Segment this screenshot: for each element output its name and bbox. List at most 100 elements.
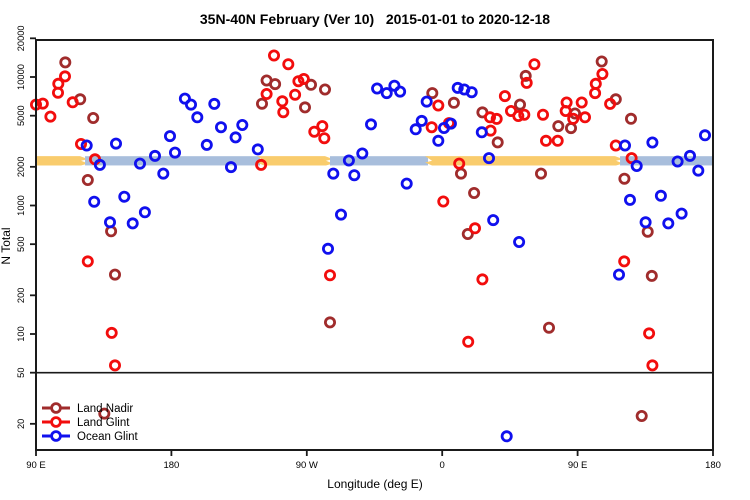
data-point xyxy=(437,195,450,208)
data-point xyxy=(595,55,608,68)
data-point xyxy=(380,87,393,100)
data-point xyxy=(251,143,264,156)
data-point xyxy=(138,206,151,219)
data-point xyxy=(543,321,556,334)
data-point xyxy=(224,161,237,174)
data-point xyxy=(465,86,478,99)
data-point xyxy=(624,193,637,206)
data-point xyxy=(276,95,289,108)
data-point xyxy=(490,112,503,125)
legend-label-0: Land Nadir xyxy=(77,403,133,415)
data-point xyxy=(98,407,111,420)
data-point xyxy=(618,255,631,268)
data-point xyxy=(575,96,588,109)
data-point xyxy=(36,97,49,110)
data-point xyxy=(461,227,474,240)
data-point xyxy=(109,359,122,372)
data-point xyxy=(267,49,280,62)
x-tick-label: 180 xyxy=(705,460,721,471)
data-point xyxy=(483,111,496,124)
data-point xyxy=(282,58,295,71)
data-point xyxy=(255,97,268,110)
data-point xyxy=(645,269,658,282)
data-point xyxy=(191,111,204,124)
data-point xyxy=(453,157,466,170)
data-point xyxy=(671,155,684,168)
data-point xyxy=(540,134,553,147)
data-point xyxy=(468,222,481,235)
data-point xyxy=(59,56,72,69)
y-tick-label: 200 xyxy=(16,288,26,304)
data-point xyxy=(110,137,123,150)
data-point xyxy=(635,409,648,422)
data-point xyxy=(589,87,602,100)
data-point xyxy=(81,255,94,268)
data-point xyxy=(462,335,475,348)
data-point xyxy=(639,216,652,229)
data-point xyxy=(348,169,361,182)
data-point xyxy=(327,167,340,180)
data-point xyxy=(323,316,336,329)
data-point xyxy=(654,189,667,202)
legend-label-2: Ocean Glint xyxy=(77,431,139,443)
data-point xyxy=(104,216,117,229)
data-point xyxy=(168,146,181,159)
data-point xyxy=(214,121,227,134)
data-point xyxy=(409,123,422,136)
data-point xyxy=(675,207,688,220)
data-point xyxy=(364,118,377,131)
data-point xyxy=(323,269,336,282)
reference-band-yellow-2 xyxy=(257,156,333,166)
data-point xyxy=(277,106,290,119)
data-point xyxy=(589,77,602,90)
data-point xyxy=(468,186,481,199)
data-point xyxy=(432,99,445,112)
data-point xyxy=(163,130,176,143)
data-point xyxy=(255,158,268,171)
y-tick-label: 50 xyxy=(16,368,26,378)
data-point xyxy=(260,88,273,101)
data-point xyxy=(528,58,541,71)
data-point xyxy=(59,70,72,83)
data-point xyxy=(118,190,131,203)
data-point xyxy=(229,131,242,144)
data-point xyxy=(66,96,79,109)
data-point xyxy=(559,105,572,118)
data-point xyxy=(88,195,101,208)
data-point xyxy=(371,82,384,95)
reference-band-yellow-4 xyxy=(425,156,624,166)
data-point xyxy=(520,76,533,89)
data-point xyxy=(500,430,513,443)
data-point xyxy=(133,157,146,170)
data-point xyxy=(184,98,197,111)
y-tick-label: 1000 xyxy=(16,195,26,216)
data-point xyxy=(692,164,705,177)
legend-label-1: Land Glint xyxy=(77,417,130,429)
reference-band-blue-5 xyxy=(620,156,713,166)
x-tick-label: 180 xyxy=(163,460,179,471)
data-point xyxy=(482,152,495,165)
data-point xyxy=(454,167,467,180)
data-point xyxy=(630,159,643,172)
data-point xyxy=(646,136,659,149)
data-point xyxy=(200,138,213,151)
data-point xyxy=(444,117,457,130)
reference-band-yellow-0 xyxy=(36,156,89,166)
y-tick-label: 20 xyxy=(16,419,26,429)
y-tick-label: 20000 xyxy=(16,25,26,51)
data-point xyxy=(475,126,488,139)
x-tick-label: 90 W xyxy=(296,460,318,471)
y-tick-label: 2000 xyxy=(16,156,26,177)
data-point xyxy=(604,97,617,110)
y-tick-label: 100 xyxy=(16,326,26,342)
reference-band-blue-3 xyxy=(329,156,429,166)
data-point xyxy=(126,217,139,230)
chart-title: 35N-40N February (Ver 10) 2015-01-01 to … xyxy=(199,11,551,27)
data-point xyxy=(451,81,464,94)
data-point xyxy=(80,139,93,152)
data-point xyxy=(537,108,550,121)
legend-marker-1 xyxy=(50,416,62,428)
data-point xyxy=(304,78,317,91)
